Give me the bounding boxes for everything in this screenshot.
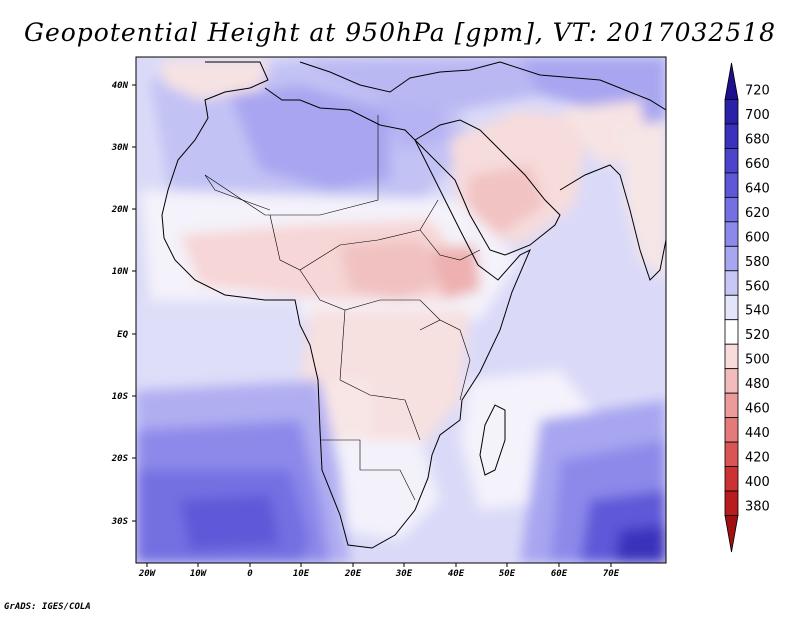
colorbar-swatch [724,294,739,321]
colorbar-label: 420 [745,451,770,466]
field-iberia [160,60,270,100]
border-sahara [204,115,379,216]
colorbar-label: 600 [745,230,770,245]
colorbar-label: 560 [745,279,770,294]
credit-text: GrADS: IGES/COLA [4,602,91,612]
colorbar-label: 700 [745,108,770,123]
lon-tick-label: 10E [293,569,310,579]
field-indian-ocean-max [615,525,666,563]
field-libya-high [230,85,390,190]
map-frame [135,56,667,564]
colorbar-label: 380 [745,500,770,515]
colorbar-swatch [724,245,739,272]
field-arabia-core [465,165,545,235]
colorbar-swatch [724,417,739,443]
colorbar-label: 480 [745,377,770,392]
border-horn [419,229,481,261]
india-coastline [559,164,666,281]
colorbar-bottom-arrow [724,515,739,553]
caspian-coast [499,61,666,111]
lat-tick-label: 10S [112,392,129,402]
coastlines [161,61,666,549]
field-india [620,120,666,280]
africa-coastline [161,61,531,549]
lon-tick-label: 10W [190,569,208,579]
colorbar-label: 660 [745,157,770,172]
lat-tick-label: 30S [111,517,129,527]
border-central [299,269,441,321]
colorbar-swatch [724,221,739,247]
colorbar-label: 640 [745,181,770,196]
europe-coastline [299,61,501,93]
lat-tick-label: 20S [111,454,129,464]
lat-tick-label: 20N [111,205,129,215]
colorbar-swatch [724,466,739,492]
lat-tick-label: 40N [112,81,129,91]
colorbar-label: 680 [745,132,770,147]
colorbar-swatch [724,343,739,370]
lon-tick-label: 20E [344,569,362,579]
field-atlantic-max [180,495,280,550]
colorbar-swatch [724,319,739,345]
lon-tick-label: 60E [551,569,568,579]
colorbar-swatch [724,490,739,516]
height-field [136,57,666,563]
colorbar: 720 700 680 660 640 620 600 580 560 540 520 500 480 4… [724,62,770,553]
colorbar-label: 720 [745,83,770,98]
border-congo [339,309,421,441]
colorbar-label: 620 [745,206,770,221]
colorbar-label: 460 [745,402,770,417]
colorbar-swatch [724,123,739,149]
field-gulf-guinea [136,300,300,390]
madagascar-outline [479,404,506,476]
colorbar-label: 400 [745,475,770,490]
colorbar-label: 540 [745,304,770,319]
lon-tick-label: 50E [499,569,516,579]
map-title: Geopotential Height at 950hPa [gpm], VT:… [23,18,777,47]
lon-tick-label: 0 [247,569,253,579]
colorbar-swatch [724,196,739,223]
lon-tick-label: 20W [138,569,157,579]
colorbar-label: 500 [745,353,770,368]
colorbar-swatch [724,441,739,467]
field-mediterranean [300,57,540,110]
border-mauritania [204,174,271,211]
border-east-africa [419,319,471,401]
colorbar-swatch [724,270,739,296]
arabia-coastline [414,119,561,256]
colorbar-label: 440 [745,426,770,441]
lon-tick-label: 40E [448,569,465,579]
latitude-axis: 40N 30N 20N 10N EQ 10S 20S 30S [111,81,136,527]
field-ethiopia [430,245,480,300]
lat-tick-label: EQ [117,330,128,340]
longitude-axis: 20W 10W 0 10E 20E 30E 40E 50E 60E 70E [138,563,620,579]
colorbar-swatch [724,99,739,125]
lat-tick-label: 10N [112,267,129,277]
colorbar-label: 580 [745,255,770,270]
country-borders [204,115,481,501]
lat-tick-label: 30N [111,143,129,153]
colorbar-swatch [724,368,739,394]
field-egypt [380,95,450,150]
border-namibia [320,439,416,501]
lon-tick-label: 70E [603,569,620,579]
colorbar-top-arrow [724,62,739,100]
colorbar-swatch [724,148,739,174]
colorbar-swatch [724,392,739,419]
colorbar-label: 520 [745,328,770,343]
lon-tick-label: 30E [395,569,413,579]
field-chad-sudan [340,240,450,300]
colorbar-swatch [724,172,739,198]
